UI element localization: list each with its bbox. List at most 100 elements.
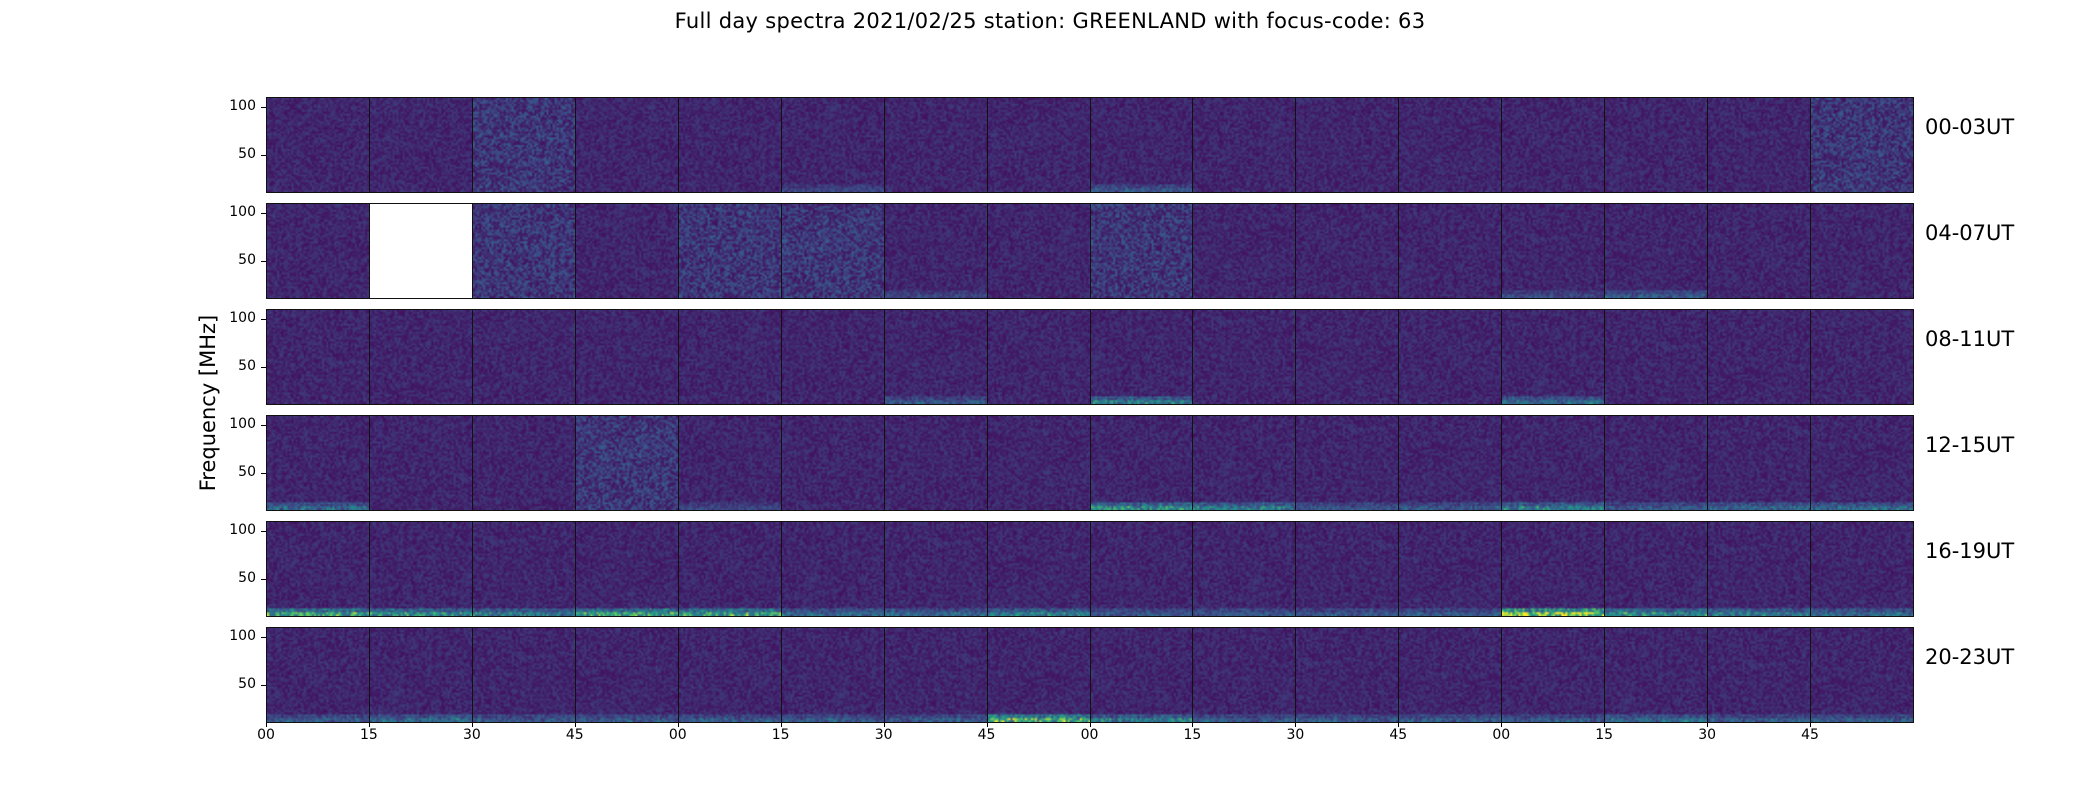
spectrum-panel — [883, 203, 988, 299]
spectrum-heatmap — [1708, 98, 1811, 192]
x-tick-label: 15 — [360, 727, 378, 743]
spectrum-heatmap — [1605, 204, 1708, 298]
spectrum-heatmap — [884, 416, 987, 510]
spectrum-panel — [986, 627, 1091, 723]
y-tick-label: 50 — [238, 463, 256, 480]
spectrum-heatmap — [781, 416, 884, 510]
spectrum-panel — [1810, 415, 1914, 511]
x-tick-mark — [1398, 723, 1400, 727]
x-tick-label: 30 — [1286, 727, 1305, 743]
spectrum-panel — [1089, 97, 1194, 193]
spectrum-heatmap — [1090, 522, 1193, 616]
x-tick-label: 15 — [1183, 727, 1202, 743]
spectrum-heatmap — [1090, 628, 1193, 722]
spectrum-panel — [1707, 415, 1812, 511]
spectrum-panel — [471, 627, 576, 723]
spectrum-heatmap — [987, 98, 1090, 192]
spectrum-heatmap — [1193, 204, 1296, 298]
spectrum-panel — [883, 97, 988, 193]
y-tick-label: 100 — [229, 627, 256, 644]
spectrum-heatmap — [1296, 204, 1399, 298]
spectrum-heatmap — [1090, 98, 1193, 192]
y-tick-mark — [261, 212, 266, 214]
spectrum-panel — [1707, 521, 1812, 617]
x-tick-label: 00 — [1492, 727, 1511, 743]
spectrum-panel — [368, 97, 473, 193]
spectrum-panel — [1192, 521, 1297, 617]
spectrum-panel — [677, 97, 782, 193]
x-tick-mark — [677, 723, 679, 727]
spectrum-heatmap — [987, 522, 1090, 616]
spectrum-heatmap — [781, 310, 884, 404]
spectrum-heatmap — [267, 628, 369, 722]
spectrum-panel — [883, 309, 988, 405]
spectrum-heatmap — [781, 204, 884, 298]
y-tick-label: 50 — [238, 357, 256, 374]
spectrum-heatmap — [1605, 98, 1708, 192]
spectrum-heatmap — [678, 416, 781, 510]
x-tick-mark — [1810, 723, 1812, 727]
x-tick-label: 00 — [257, 727, 275, 743]
spectrum-heatmap — [1399, 98, 1502, 192]
spectrum-panel — [986, 309, 1091, 405]
spectrum-heatmap — [884, 204, 987, 298]
spectrum-heatmap — [267, 416, 369, 510]
spectrum-heatmap — [575, 310, 678, 404]
spectrum-heatmap — [987, 416, 1090, 510]
spectrum-panel — [368, 627, 473, 723]
spectrum-panel — [1604, 203, 1709, 299]
spectrum-panel — [471, 415, 576, 511]
y-tick-label: 100 — [229, 97, 256, 114]
spectrum-heatmap — [1502, 522, 1605, 616]
spectrum-panel — [677, 415, 782, 511]
spectrum-panel — [368, 521, 473, 617]
spectrum-panel — [1398, 309, 1503, 405]
spectrum-panel — [1398, 627, 1503, 723]
spectrum-panel — [1192, 627, 1297, 723]
spectrum-panel — [471, 521, 576, 617]
x-tick-label: 30 — [462, 727, 481, 743]
spectrum-heatmap — [781, 522, 884, 616]
spectrum-heatmap — [575, 98, 678, 192]
spectrum-heatmap — [369, 310, 472, 404]
spectrum-heatmap — [987, 310, 1090, 404]
x-tick-mark — [780, 723, 782, 727]
y-tick-label: 50 — [238, 569, 256, 586]
y-tick-label: 100 — [229, 203, 256, 220]
spectrum-panel — [1192, 415, 1297, 511]
spectrum-heatmap — [781, 98, 884, 192]
y-tick-label: 100 — [229, 415, 256, 432]
spectrum-panel — [1295, 627, 1400, 723]
spectrum-heatmap — [472, 310, 575, 404]
spectrum-panel — [677, 203, 782, 299]
spectrum-heatmap — [1502, 628, 1605, 722]
spectrum-heatmap — [472, 416, 575, 510]
y-tick-label: 50 — [238, 145, 256, 162]
x-tick-mark — [1707, 723, 1709, 727]
x-tick-mark — [368, 723, 370, 727]
spectrum-panel — [780, 627, 885, 723]
x-tick-label: 45 — [1801, 727, 1819, 743]
spectrum-heatmap — [781, 628, 884, 722]
spectrum-heatmap — [1296, 310, 1399, 404]
spectrum-heatmap — [1811, 204, 1913, 298]
spectrum-panel — [1501, 415, 1606, 511]
spectrum-heatmap — [1811, 628, 1913, 722]
spectrum-panel — [1707, 97, 1812, 193]
x-tick-mark — [1192, 723, 1194, 727]
spectrum-panel — [1398, 97, 1503, 193]
y-tick-mark — [261, 530, 266, 532]
x-tick-mark — [266, 723, 267, 727]
spectrum-heatmap — [1811, 310, 1913, 404]
spectrum-heatmap — [1193, 98, 1296, 192]
spectrum-panel — [574, 521, 679, 617]
spectrum-panel — [1295, 97, 1400, 193]
x-tick-label: 45 — [565, 727, 584, 743]
spectrum-heatmap — [1399, 628, 1502, 722]
spectrum-heatmap — [1193, 416, 1296, 510]
spectrum-heatmap — [678, 522, 781, 616]
spectrum-heatmap — [267, 310, 369, 404]
row-label: 16-19UT — [1925, 539, 2015, 563]
spectrum-heatmap — [472, 628, 575, 722]
spectrum-heatmap — [369, 522, 472, 616]
